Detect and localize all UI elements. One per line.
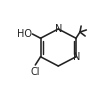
Text: N: N [55,23,62,34]
Text: N: N [73,52,80,62]
Text: HO: HO [17,29,32,39]
Text: Cl: Cl [31,67,40,77]
